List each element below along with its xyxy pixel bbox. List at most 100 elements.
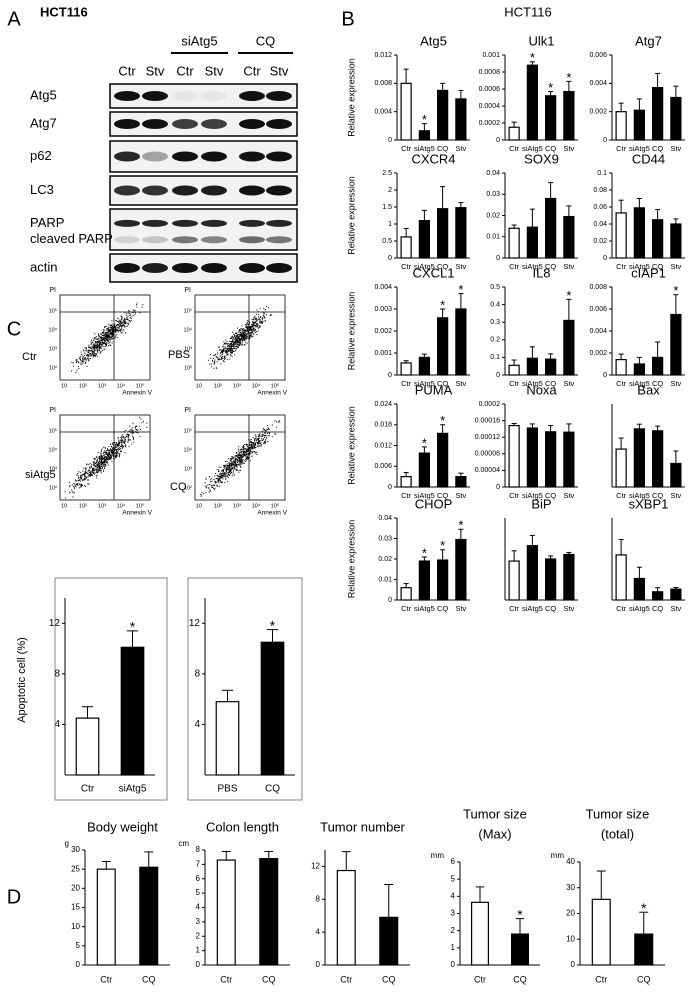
event-dot xyxy=(106,345,107,346)
y-tick-label: 0.1 xyxy=(490,354,500,361)
blot-band xyxy=(239,119,265,129)
event-dot xyxy=(205,479,206,480)
event-dot xyxy=(232,349,233,350)
event-dot xyxy=(264,437,265,438)
event-dot xyxy=(245,332,246,333)
event-dot xyxy=(253,329,254,330)
event-dot xyxy=(237,346,238,347)
x-tick-label: CQ xyxy=(382,974,396,984)
event-dot xyxy=(139,417,140,418)
y-tick-label: 0.4 xyxy=(490,301,500,308)
event-dot xyxy=(240,464,241,465)
event-dot xyxy=(252,319,253,320)
event-dot xyxy=(251,324,252,325)
event-dot xyxy=(250,447,251,448)
event-dot xyxy=(74,487,75,488)
event-dot xyxy=(135,310,136,311)
event-dot xyxy=(223,344,224,345)
panel-label: A xyxy=(7,8,21,30)
event-dot xyxy=(239,330,240,331)
blot-label: cleaved PARP xyxy=(30,231,113,246)
event-dot xyxy=(219,350,220,351)
event-dot xyxy=(105,336,106,337)
event-dot xyxy=(245,345,246,346)
event-dot xyxy=(102,457,103,458)
event-dot xyxy=(116,442,117,443)
event-dot xyxy=(245,330,246,331)
error-bar xyxy=(637,199,642,208)
event-dot xyxy=(101,460,102,461)
flow-y-tick: 10⁵ xyxy=(184,307,192,314)
event-dot xyxy=(225,339,226,340)
event-dot xyxy=(236,466,237,467)
event-dot xyxy=(130,317,131,318)
event-dot xyxy=(201,492,202,493)
blot-band xyxy=(172,119,198,129)
event-dot xyxy=(111,449,112,450)
bar xyxy=(456,208,466,258)
bar xyxy=(337,871,355,965)
event-dot xyxy=(78,366,79,367)
event-dot xyxy=(108,450,109,451)
x-tick-label: CQ xyxy=(262,974,276,984)
bar xyxy=(546,559,556,600)
blot-band xyxy=(142,152,168,162)
event-dot xyxy=(100,467,101,468)
event-dot xyxy=(234,339,235,340)
event-dot xyxy=(88,345,89,346)
event-dot xyxy=(251,331,252,332)
event-dot xyxy=(103,452,104,453)
event-dot xyxy=(125,452,126,453)
event-dot xyxy=(267,433,268,434)
error-bar xyxy=(102,862,111,870)
event-dot xyxy=(256,440,257,441)
y-tick-label: 1.5 xyxy=(382,204,392,211)
x-tick-label: Ctr xyxy=(616,144,627,153)
event-dot xyxy=(116,456,117,457)
event-dot xyxy=(129,311,130,312)
x-tick-label: CQ xyxy=(637,974,651,984)
event-dot xyxy=(246,453,247,454)
x-tick-label: Ctr xyxy=(595,974,607,984)
event-dot xyxy=(241,464,242,465)
significance-star: * xyxy=(641,900,647,916)
event-dot xyxy=(250,460,251,461)
event-dot xyxy=(226,471,227,472)
event-dot xyxy=(238,332,239,333)
event-dot xyxy=(264,435,265,436)
event-dot xyxy=(97,338,98,339)
bar xyxy=(512,934,529,965)
y-tick-label: 0.004 xyxy=(374,284,392,291)
event-dot xyxy=(93,351,94,352)
blot-label: Atg5 xyxy=(30,87,57,102)
event-dot xyxy=(101,461,102,462)
y-tick-label: 0.001 xyxy=(482,52,500,59)
event-dot xyxy=(117,337,118,338)
event-dot xyxy=(89,472,90,473)
event-dot xyxy=(136,304,137,305)
event-dot xyxy=(253,451,254,452)
event-dot xyxy=(123,320,124,321)
event-dot xyxy=(241,328,242,329)
event-dot xyxy=(247,324,248,325)
y-tick-label: 2 xyxy=(388,187,392,194)
event-dot xyxy=(82,480,83,481)
event-dot xyxy=(140,312,141,313)
event-dot xyxy=(107,448,108,449)
event-dot xyxy=(120,448,121,449)
event-dot xyxy=(243,451,244,452)
event-dot xyxy=(88,471,89,472)
event-dot xyxy=(92,468,93,469)
event-dot xyxy=(221,475,222,476)
flow-x-tick: 10⁵ xyxy=(136,382,144,389)
event-dot xyxy=(122,448,123,449)
event-dot xyxy=(92,475,93,476)
event-dot xyxy=(78,368,79,369)
event-dot xyxy=(124,439,125,440)
event-dot xyxy=(253,447,254,448)
event-dot xyxy=(80,360,81,361)
event-dot xyxy=(116,444,117,445)
y-tick-label: 0 xyxy=(496,484,500,491)
event-dot xyxy=(231,459,232,460)
